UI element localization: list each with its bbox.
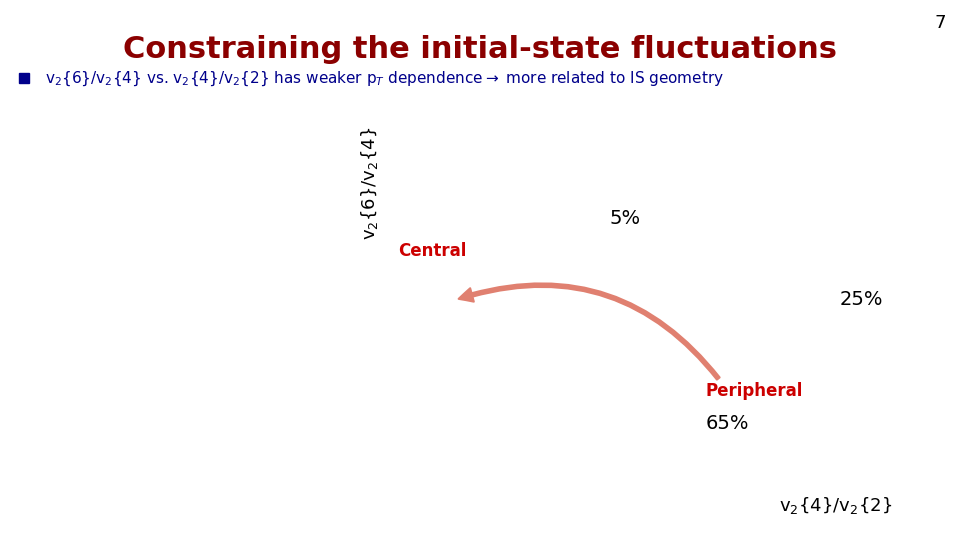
Text: 25%: 25% (840, 290, 883, 309)
Text: 65%: 65% (706, 414, 749, 434)
Text: Constraining the initial-state fluctuations: Constraining the initial-state fluctuati… (123, 35, 837, 64)
Text: 5%: 5% (610, 209, 640, 228)
Text: Peripheral: Peripheral (706, 382, 803, 401)
Text: v$_2${6}/v$_2${4}: v$_2${6}/v$_2${4} (359, 127, 380, 240)
Text: 7: 7 (934, 14, 946, 31)
Text: v$_2${4}/v$_2${2}: v$_2${4}/v$_2${2} (779, 495, 892, 516)
FancyArrowPatch shape (459, 284, 720, 380)
Text: Central: Central (398, 242, 467, 260)
Text: v$_2${6}/v$_2${4} vs. v$_2${4}/v$_2${2} has weaker p$_T$ dependence$\rightarrow$: v$_2${6}/v$_2${4} vs. v$_2${4}/v$_2${2} … (45, 69, 724, 87)
